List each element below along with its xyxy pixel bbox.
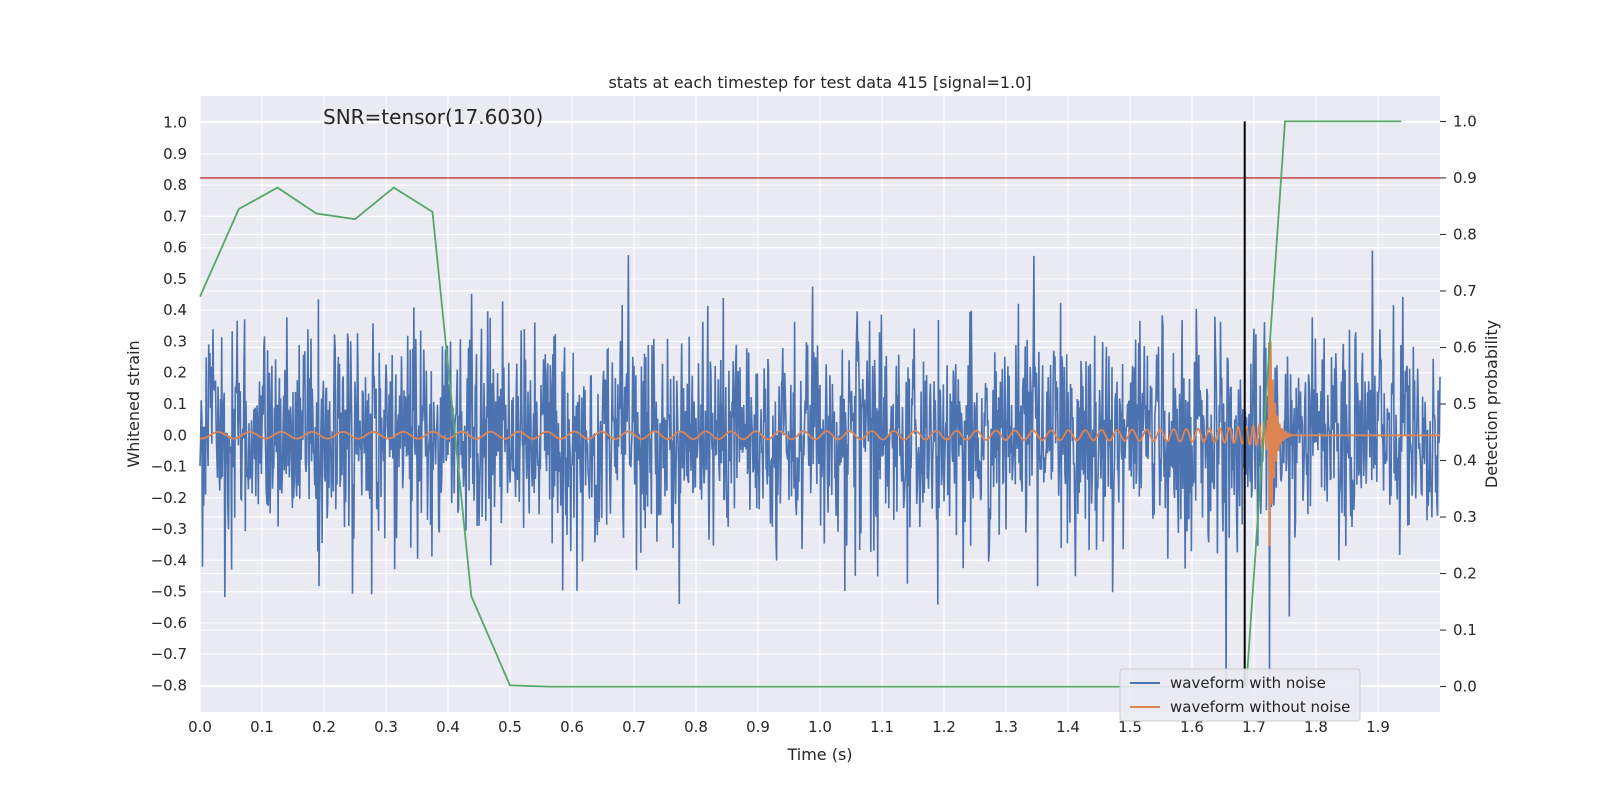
x-tick-label: 1.0 xyxy=(808,718,832,736)
x-tick-label: 0.6 xyxy=(560,718,584,736)
x-tick-label: 1.7 xyxy=(1242,718,1266,736)
y-right-tick-label: 0.7 xyxy=(1453,282,1477,300)
left-y-axis-label: Whitened strain xyxy=(124,340,143,467)
y-left-tick-label: 0.1 xyxy=(163,395,187,413)
y-right-tick-label: 0.8 xyxy=(1453,225,1477,243)
x-tick-label: 1.3 xyxy=(994,718,1018,736)
right-y-axis-label: Detection probability xyxy=(1482,320,1501,488)
x-axis-ticks: 0.0 0.1 0.2 0.3 0.4 0.5 0.6 0.7 0.8 0.9 1.0 1.1 1.2 1… xyxy=(188,718,1390,736)
x-tick-label: 1.5 xyxy=(1118,718,1142,736)
chart-title: stats at each timestep for test data 415… xyxy=(608,73,1031,92)
legend: waveform with noise waveform without noi… xyxy=(1119,668,1361,722)
x-tick-label: 0.1 xyxy=(250,718,274,736)
y-left-tick-label: −0.8 xyxy=(151,676,187,694)
x-tick-label: 0.7 xyxy=(622,718,646,736)
y-left-tick-label: 1.0 xyxy=(163,114,187,132)
x-tick-label: 1.2 xyxy=(932,718,956,736)
x-tick-label: 1.6 xyxy=(1180,718,1204,736)
y-left-tick-label: 0.0 xyxy=(163,426,187,444)
x-tick-label: 0.0 xyxy=(188,718,212,736)
y-right-tick-label: 0.6 xyxy=(1453,338,1477,356)
x-tick-label: 0.2 xyxy=(312,718,336,736)
legend-box xyxy=(1119,668,1361,722)
y-right-tick-label: 1.0 xyxy=(1453,112,1477,130)
y-left-tick-label: 0.2 xyxy=(163,364,187,382)
y-left-tick-label: −0.5 xyxy=(151,583,187,601)
y-right-tick-label: 0.4 xyxy=(1453,452,1477,470)
legend-label-noise: waveform with noise xyxy=(1170,674,1326,692)
left-y-axis-ticks: −0.8 −0.7 −0.6 −0.5 −0.4 −0.3 −0.2 −0.1 0.0 0.1 0.… xyxy=(151,114,187,695)
y-left-tick-label: −0.4 xyxy=(151,551,187,569)
x-tick-label: 1.1 xyxy=(870,718,894,736)
snr-annotation: SNR=tensor(17.6030) xyxy=(323,105,543,129)
y-right-tick-label: 0.1 xyxy=(1453,621,1477,639)
x-tick-label: 1.9 xyxy=(1366,718,1390,736)
y-right-tick-label: 0.3 xyxy=(1453,508,1477,526)
legend-label-clean: waveform without noise xyxy=(1170,698,1350,716)
y-left-tick-label: −0.6 xyxy=(151,614,187,632)
series-detection-probability xyxy=(199,120,1402,688)
series-layer xyxy=(199,120,1441,688)
y-left-tick-label: 0.7 xyxy=(163,207,187,225)
y-left-tick-label: −0.7 xyxy=(151,645,187,663)
y-right-tick-label: 0.9 xyxy=(1453,169,1477,187)
series-waveform-with-noise xyxy=(199,250,1441,686)
y-right-tick-label: 0.0 xyxy=(1453,678,1477,696)
y-left-tick-label: 0.8 xyxy=(163,176,187,194)
y-left-tick-label: −0.2 xyxy=(151,489,187,507)
x-tick-label: 0.3 xyxy=(374,718,398,736)
x-tick-label: 1.4 xyxy=(1056,718,1080,736)
y-right-tick-label: 0.5 xyxy=(1453,395,1477,413)
x-tick-label: 0.8 xyxy=(684,718,708,736)
y-left-tick-label: 0.5 xyxy=(163,270,187,288)
y-left-tick-label: 0.9 xyxy=(163,145,187,163)
y-left-tick-label: −0.3 xyxy=(151,520,187,538)
x-tick-label: 0.4 xyxy=(436,718,460,736)
series-waveform-without-noise xyxy=(199,341,1440,547)
y-left-tick-label: 0.6 xyxy=(163,239,187,257)
right-y-axis-ticks: 0.0 0.1 0.2 0.3 0.4 0.5 0.6 0.7 0.8 0.9 1.0 xyxy=(1440,112,1477,696)
x-tick-label: 1.8 xyxy=(1304,718,1328,736)
y-left-tick-label: −0.1 xyxy=(151,458,187,476)
x-tick-label: 0.5 xyxy=(498,718,522,736)
y-left-tick-label: 0.3 xyxy=(163,332,187,350)
x-tick-label: 0.9 xyxy=(746,718,770,736)
y-left-tick-label: 0.4 xyxy=(163,301,187,319)
y-right-tick-label: 0.2 xyxy=(1453,565,1477,583)
x-axis-label: Time (s) xyxy=(786,745,852,764)
